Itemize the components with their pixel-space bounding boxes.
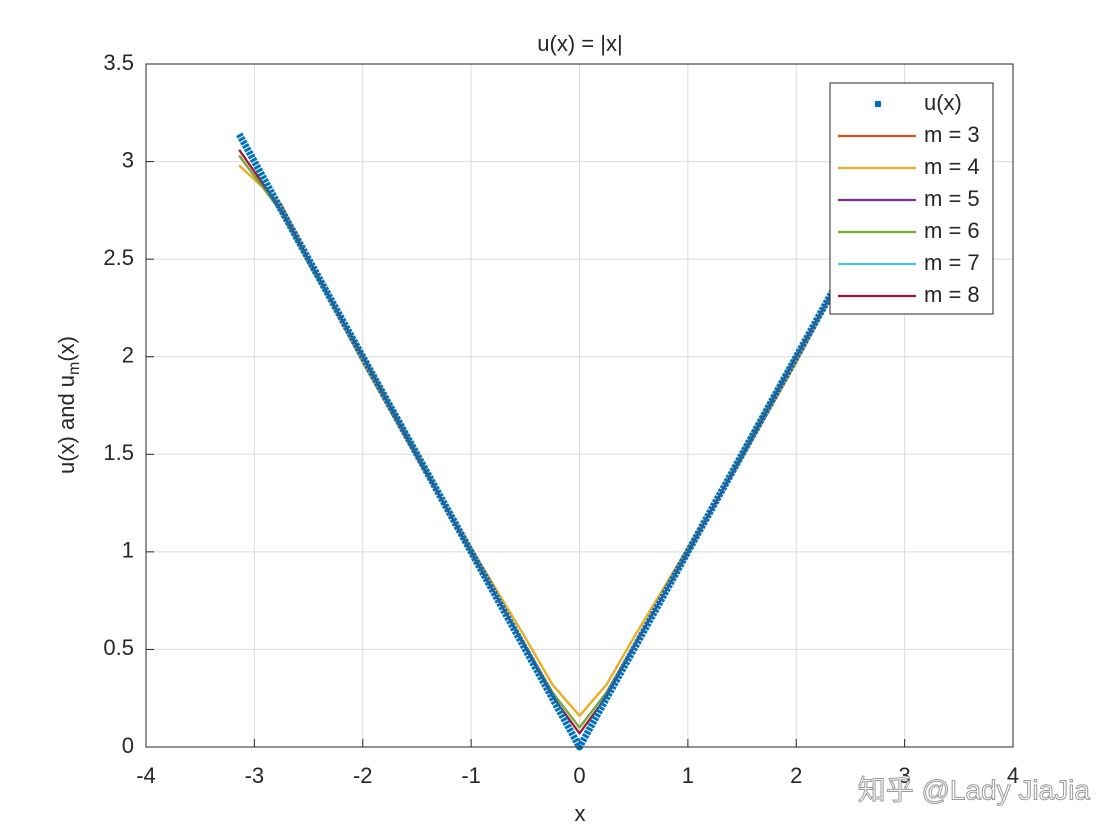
x-axis-label: x	[575, 801, 586, 826]
x-tick-label: 2	[790, 763, 802, 788]
y-tick-label: 1.5	[103, 440, 134, 465]
x-tick-label: 4	[1007, 763, 1019, 788]
x-tick-label: 3	[899, 763, 911, 788]
legend-label: m = 3	[924, 122, 980, 147]
y-label-part: (x)	[54, 336, 79, 362]
legend-label: u(x)	[924, 90, 962, 115]
legend-label: m = 5	[924, 186, 980, 211]
x-tick-label: -4	[136, 763, 156, 788]
y-tick-label: 3.5	[103, 50, 134, 75]
x-tick-label: 0	[573, 763, 585, 788]
y-tick-label: 2.5	[103, 245, 134, 270]
legend-label: m = 8	[924, 282, 980, 307]
legend-label: m = 7	[924, 250, 980, 275]
y-label-part: u(x) and u	[54, 375, 79, 474]
axes-box	[145, 63, 1014, 748]
y-tick-label: 0.5	[103, 635, 134, 660]
legend-box	[829, 82, 994, 315]
watermark: 知乎 @Lady JiaJia	[858, 774, 1091, 805]
y-tick-label: 3	[122, 147, 134, 172]
x-tick-label: -2	[353, 763, 373, 788]
y-tick-label: 0	[122, 733, 134, 758]
legend: u(x) m = 3 m = 4 m = 5 m = 6 m = 7 m = 8	[829, 82, 994, 315]
legend-label: m = 6	[924, 218, 980, 243]
y-tick-label: 1	[122, 538, 134, 563]
y-label-sub: m	[66, 362, 83, 375]
chart-title: u(x) = |x|	[537, 31, 622, 56]
legend-marker	[875, 101, 881, 107]
x-tick-label: -1	[461, 763, 481, 788]
x-tick-label: 1	[682, 763, 694, 788]
x-tick-label: -3	[245, 763, 265, 788]
y-axis-label: u(x) and um(x)	[54, 336, 83, 474]
legend-label: m = 4	[924, 154, 980, 179]
y-tick-label: 2	[122, 343, 134, 368]
